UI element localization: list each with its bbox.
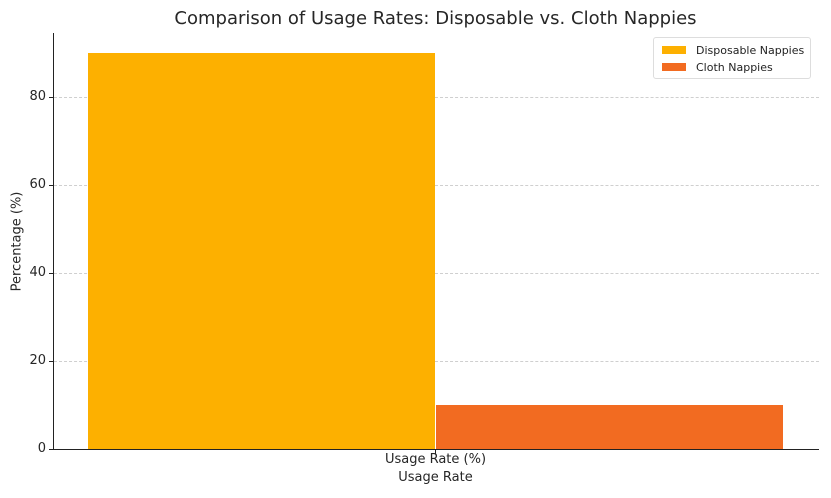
x-tick-mark xyxy=(435,450,436,454)
y-tick-label: 60 xyxy=(29,177,46,192)
chart-title: Comparison of Usage Rates: Disposable vs… xyxy=(174,8,697,29)
y-tick-mark xyxy=(49,273,53,274)
legend: Disposable Nappies Cloth Nappies xyxy=(653,37,811,79)
y-tick-label: 0 xyxy=(37,441,46,456)
legend-label: Cloth Nappies xyxy=(696,60,773,74)
x-tick-label: Usage Rate (%) xyxy=(384,452,487,467)
bar-disposable-nappies xyxy=(88,53,435,449)
gridline-80 xyxy=(54,97,819,98)
y-tick-label: 40 xyxy=(29,265,46,280)
gridline-40 xyxy=(54,273,819,274)
gridline-60 xyxy=(54,185,819,186)
legend-item-cloth: Cloth Nappies xyxy=(662,60,773,74)
x-axis-title: Usage Rate xyxy=(398,470,473,485)
y-tick-mark xyxy=(49,185,53,186)
y-tick-mark xyxy=(49,97,53,98)
y-axis-line xyxy=(53,33,54,450)
y-tick-mark xyxy=(49,361,53,362)
y-tick-label: 80 xyxy=(29,89,46,104)
y-tick-label: 20 xyxy=(29,353,46,368)
legend-swatch-disposable xyxy=(662,46,686,54)
legend-swatch-cloth xyxy=(662,63,686,71)
legend-label: Disposable Nappies xyxy=(696,43,805,57)
bar-cloth-nappies xyxy=(436,405,783,449)
y-tick-mark xyxy=(49,449,53,450)
gridline-20 xyxy=(54,361,819,362)
x-axis-line xyxy=(53,449,819,450)
legend-item-disposable: Disposable Nappies xyxy=(662,43,804,57)
y-axis-title: Percentage (%) xyxy=(9,191,25,292)
